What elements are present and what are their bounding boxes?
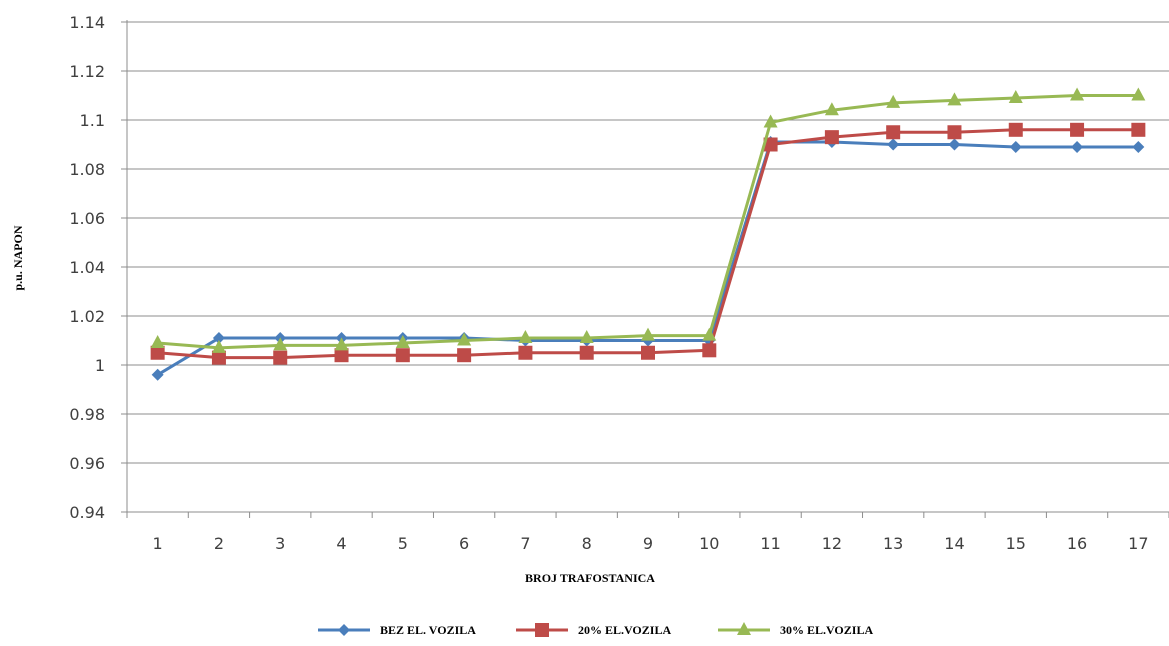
y-tick-label: 1: [95, 356, 105, 375]
data-point: [1009, 140, 1022, 153]
data-point: [763, 137, 778, 152]
x-tick-label: 1: [153, 534, 163, 553]
data-point: [150, 334, 165, 348]
y-tick-labels: 0.94 0.96 0.98 1 1.02 1.04 1.06 1.08 1.1 1.12 1.14: [69, 13, 105, 522]
data-point: [886, 94, 901, 108]
legend-marker: [737, 622, 751, 635]
data-point: [947, 92, 962, 106]
data-point: [212, 332, 225, 345]
data-point: [457, 348, 472, 363]
gridlines: [127, 21, 1169, 513]
x-tick-label: 12: [822, 534, 842, 553]
data-point: [1131, 122, 1146, 137]
data-point: [518, 345, 533, 360]
legend-item: BEZ EL. VOZILA: [318, 623, 476, 637]
axes: [121, 20, 1169, 518]
data-point: [702, 327, 717, 341]
series-2: [150, 122, 1146, 365]
y-tick-label: 1.12: [69, 62, 105, 81]
x-tick-label: 8: [582, 534, 592, 553]
data-point: [763, 114, 778, 128]
y-tick-label: 1.1: [80, 111, 105, 130]
data-point: [824, 130, 839, 145]
legend-label: 30% EL.VOZILA: [780, 623, 873, 637]
data-point: [334, 348, 349, 363]
data-point: [518, 330, 533, 344]
legend-marker: [338, 624, 350, 636]
x-tick-label: 3: [275, 534, 285, 553]
data-point: [948, 138, 961, 151]
x-tick-label: 6: [459, 534, 469, 553]
data-point: [579, 330, 594, 344]
x-axis-title: BROJ TRAFOSTANICA: [525, 571, 655, 585]
y-tick-label: 1.08: [69, 160, 105, 179]
legend-label: BEZ EL. VOZILA: [380, 623, 476, 637]
data-point: [1071, 140, 1084, 153]
series-line: [157, 94, 1139, 350]
x-tick-label: 5: [398, 534, 408, 553]
y-tick-label: 1.14: [69, 13, 105, 32]
data-point: [641, 327, 655, 341]
x-tick-labels: 1 2 3 4 5 6 7 8 9 10 11 12 13 14 15 16 17: [153, 534, 1149, 553]
data-point: [1132, 140, 1145, 153]
y-tick-label: 1.02: [69, 307, 105, 326]
x-tick-label: 7: [520, 534, 530, 553]
data-point: [151, 368, 164, 381]
x-tick-label: 10: [699, 534, 719, 553]
data-point: [641, 345, 655, 360]
y-tick-label: 1.04: [69, 258, 105, 277]
y-axis-title: p.u. NAPON: [11, 225, 25, 290]
y-tick-label: 0.98: [69, 405, 105, 424]
x-tick-label: 9: [643, 534, 653, 553]
x-tick-label: 11: [760, 534, 780, 553]
series-3: [150, 87, 1146, 353]
x-tick-label: 4: [336, 534, 346, 553]
data-point: [1131, 87, 1146, 101]
x-tick-label: 14: [944, 534, 964, 553]
y-tick-label: 1.06: [69, 209, 105, 228]
data-point: [211, 350, 226, 365]
data-point: [886, 125, 901, 140]
x-tick-label: 15: [1006, 534, 1026, 553]
x-tick-label: 17: [1128, 534, 1148, 553]
legend-label: 20% EL.VOZILA: [578, 623, 671, 637]
x-tick-label: 13: [883, 534, 903, 553]
legend-marker: [535, 623, 549, 637]
data-point: [395, 334, 410, 348]
y-tick-label: 0.96: [69, 454, 105, 473]
data-point: [334, 337, 349, 351]
data-point: [947, 125, 962, 140]
data-point: [150, 345, 165, 360]
data-point: [395, 348, 410, 363]
data-point: [824, 102, 839, 116]
data-point: [702, 343, 717, 358]
data-point: [1070, 87, 1085, 101]
y-tick-label: 0.94: [69, 503, 105, 522]
data-point: [211, 339, 226, 353]
data-point: [579, 345, 594, 360]
series-group: [150, 87, 1146, 381]
data-point: [1008, 89, 1023, 103]
data-point: [1008, 122, 1023, 137]
legend: BEZ EL. VOZILA 20% EL.VOZILA 30% EL.VOZILA: [318, 622, 873, 637]
data-point: [457, 332, 472, 346]
x-tick-label: 2: [214, 534, 224, 553]
data-point: [887, 138, 900, 151]
data-point: [273, 350, 288, 365]
legend-item: 20% EL.VOZILA: [516, 623, 671, 637]
x-tick-label: 16: [1067, 534, 1087, 553]
series-line: [157, 128, 1139, 360]
data-point: [1070, 122, 1085, 137]
legend-item: 30% EL.VOZILA: [718, 622, 873, 637]
data-point: [273, 337, 288, 351]
